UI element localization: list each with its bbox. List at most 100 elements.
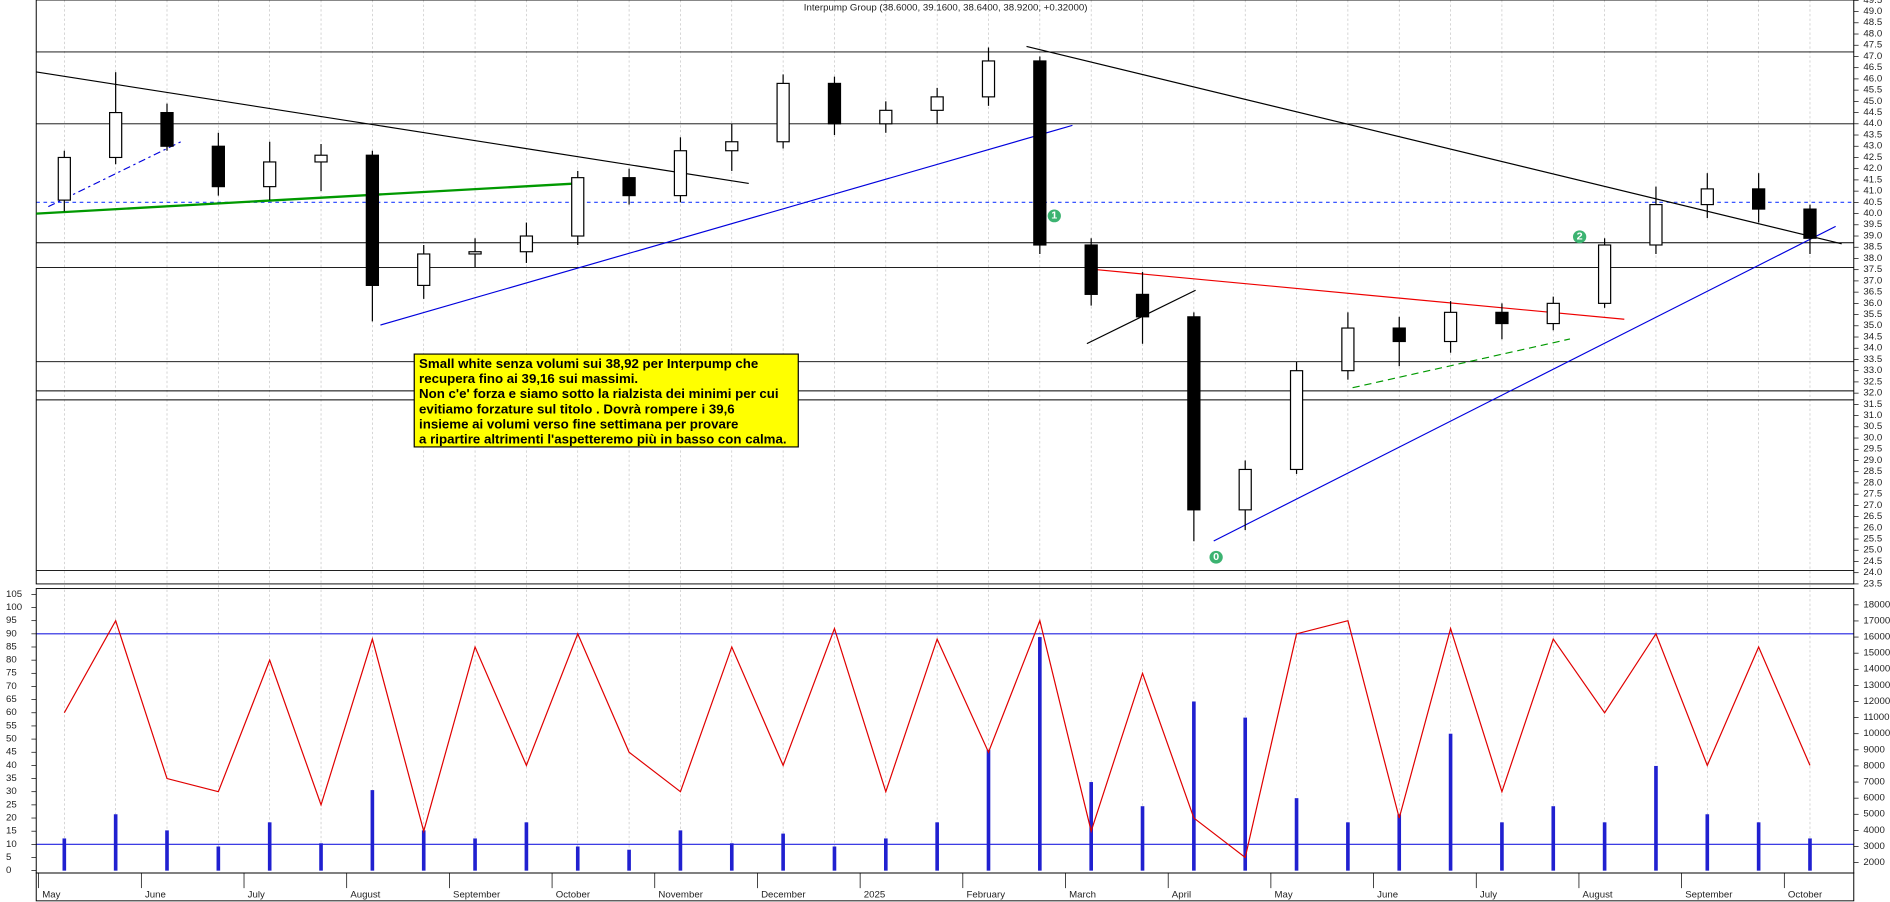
volume-tick-label: 8000: [1863, 761, 1884, 772]
volume-bar: [1500, 822, 1504, 871]
volume-tick-label: 14000: [1863, 664, 1890, 675]
osc-tick-label: 75: [6, 668, 17, 679]
candle-body: [1751, 188, 1766, 210]
volume-tick-label: 11000: [1863, 712, 1889, 723]
x-tick-label: February: [966, 890, 1005, 901]
candle-body: [160, 111, 174, 147]
volume-bar: [1654, 765, 1658, 871]
y-tick-label: 43.0: [1863, 141, 1882, 152]
y-tick-label: 25.0: [1863, 545, 1882, 556]
trendline: [36, 182, 578, 215]
x-tick-label: October: [1788, 890, 1822, 901]
osc-tick-label: 30: [6, 786, 17, 797]
osc-tick-label: 5: [6, 852, 11, 863]
y-tick-label: 48.0: [1863, 29, 1882, 40]
trendline: [380, 124, 1073, 326]
y-tick-label: 31.0: [1863, 410, 1882, 421]
marker-label: 0: [1213, 551, 1219, 563]
y-tick-label: 41.5: [1863, 175, 1882, 186]
candle-body: [1238, 468, 1252, 511]
osc-tick-label: 45: [6, 747, 17, 758]
candle-body: [1033, 60, 1047, 246]
y-tick-label: 28.0: [1863, 478, 1882, 489]
x-tick-label: May: [1275, 890, 1294, 901]
candle-body: [673, 150, 688, 197]
osc-tick-label: 0: [6, 865, 11, 876]
candle-body: [1649, 204, 1663, 246]
volume-bar: [113, 814, 118, 871]
candle-body: [1084, 244, 1098, 295]
candle-body: [725, 141, 739, 152]
annotation-box: Small white senza volumi sui 38,92 per I…: [413, 353, 799, 448]
volume-bar: [62, 838, 67, 871]
y-tick-label: 30.0: [1863, 433, 1882, 444]
y-tick-label: 38.0: [1863, 253, 1882, 264]
trendline: [1026, 45, 1842, 245]
x-tick-label: June: [145, 890, 166, 901]
candle-body: [622, 177, 636, 197]
volume-bar: [986, 749, 991, 871]
candle-body: [1597, 244, 1612, 304]
osc-tick-label: 20: [6, 813, 17, 824]
trendline: [1213, 225, 1836, 542]
annotation-line: a ripartire altrimenti l'aspetteremo più…: [419, 432, 786, 447]
volume-bar: [1397, 814, 1402, 871]
y-tick-label: 37.5: [1863, 264, 1882, 275]
volume-bar: [1089, 782, 1093, 871]
marker-circle: [1209, 550, 1223, 564]
y-tick-label: 42.5: [1863, 152, 1882, 163]
osc-tick-label: 65: [6, 694, 17, 705]
volume-bar: [1243, 717, 1248, 871]
candle-body: [1341, 327, 1355, 372]
x-tick-label: August: [1583, 890, 1613, 901]
y-tick-label: 38.5: [1863, 242, 1882, 253]
volume-tick-label: 2000: [1863, 857, 1884, 868]
volume-bar: [1448, 733, 1453, 871]
y-tick-label: 27.5: [1863, 489, 1882, 500]
y-tick-label: 45.5: [1863, 85, 1882, 96]
annotation-line: recupera fino ai 39,16 sui massimi.: [419, 371, 638, 386]
x-tick-label: July: [248, 890, 265, 901]
chart-title: Interpump Group (38.6000, 39.1600, 38.64…: [804, 3, 1088, 14]
volume-bar: [319, 843, 323, 871]
volume-tick-label: 15000: [1863, 648, 1890, 659]
oscillator-line: [63, 618, 1811, 859]
volume-tick-label: 10000: [1863, 728, 1890, 739]
osc-tick-label: 40: [6, 760, 17, 771]
osc-tick-label: 70: [6, 681, 17, 692]
volume-bar: [678, 830, 683, 871]
trendline: [48, 141, 182, 208]
volume-bar: [1346, 822, 1350, 871]
x-tick-label: 2025: [864, 890, 885, 901]
x-tick-label: May: [42, 890, 61, 901]
volume-bar: [1602, 822, 1607, 871]
volume-bar: [473, 838, 477, 871]
trendline: [36, 71, 749, 184]
marker-circle: [1572, 230, 1587, 244]
y-tick-label: 44.5: [1863, 107, 1882, 118]
y-tick-label: 42.0: [1863, 163, 1882, 174]
x-tick-label: November: [658, 890, 703, 901]
y-tick-label: 40.0: [1863, 208, 1882, 219]
y-tick-label: 44.0: [1863, 118, 1882, 129]
y-tick-label: 45.0: [1863, 96, 1882, 107]
y-tick-label: 31.5: [1863, 399, 1882, 410]
price-panel: [35, 0, 1855, 585]
volume-tick-label: 13000: [1863, 680, 1890, 691]
volume-tick-label: 5000: [1863, 809, 1884, 820]
osc-tick-label: 80: [6, 655, 17, 666]
volume-tick-label: 16000: [1863, 632, 1890, 643]
y-tick-label: 49.0: [1863, 6, 1882, 17]
volume-tick-label: 4000: [1863, 825, 1884, 836]
x-tick-label: June: [1377, 890, 1398, 901]
volume-bar: [832, 846, 837, 871]
candle-body: [571, 177, 585, 237]
volume-bar: [729, 843, 734, 871]
y-tick-label: 27.0: [1863, 500, 1882, 511]
candle-body: [1289, 370, 1304, 471]
volume-bar: [1808, 838, 1812, 871]
annotation-line: evitiamo forzature sul titolo . Dovrà ro…: [419, 402, 735, 417]
volume-bar: [370, 790, 375, 871]
